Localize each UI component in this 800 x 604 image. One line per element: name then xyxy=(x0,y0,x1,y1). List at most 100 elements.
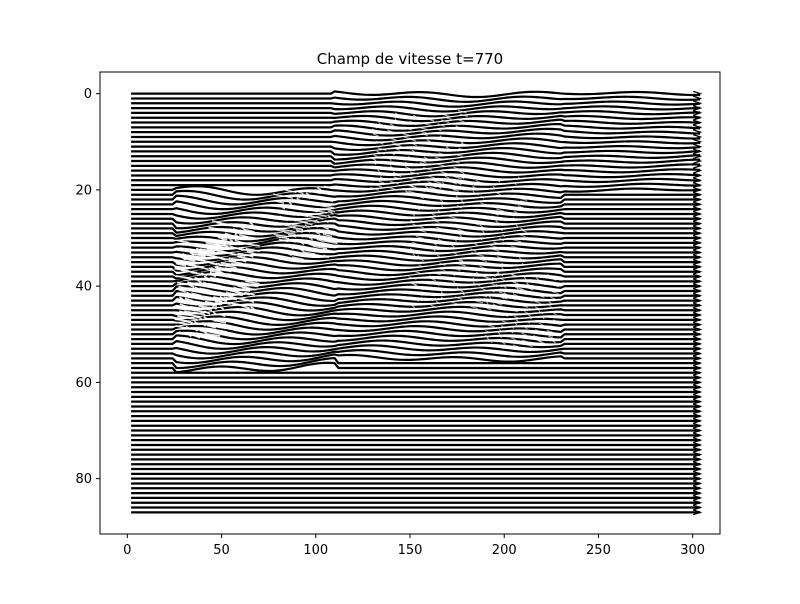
flow-highlight xyxy=(521,229,528,233)
flow-highlight xyxy=(203,316,208,320)
flow-highlight xyxy=(247,299,255,304)
flow-highlight xyxy=(490,289,495,293)
flow-highlight xyxy=(540,311,544,315)
quiver-row xyxy=(131,118,703,128)
flow-highlight xyxy=(457,263,466,267)
flow-highlight xyxy=(499,204,508,209)
flow-highlight xyxy=(206,324,217,329)
flow-highlight xyxy=(458,147,467,152)
arrow-head xyxy=(693,244,703,251)
flow-highlight xyxy=(208,238,224,243)
arrow-head xyxy=(693,321,703,328)
quiver-row xyxy=(131,166,703,174)
flow-highlight xyxy=(427,111,432,115)
flow-highlight xyxy=(290,204,295,209)
flow-highlight xyxy=(178,259,186,264)
flow-highlight xyxy=(290,239,296,243)
flow-highlight xyxy=(206,233,223,238)
quiver-row-line xyxy=(131,300,701,312)
flow-highlight xyxy=(397,114,400,118)
x-tick-label: 200 xyxy=(492,543,517,558)
flow-highlight xyxy=(173,321,189,326)
quiver-row-line xyxy=(131,175,701,184)
quiver-row-line xyxy=(131,118,701,128)
flow-highlight xyxy=(541,316,545,320)
flow-highlight xyxy=(472,185,476,189)
flow-highlight xyxy=(210,272,226,277)
flow-highlight xyxy=(475,179,482,184)
flow-highlight xyxy=(179,247,188,252)
flow-highlight xyxy=(451,187,456,192)
flow-highlight xyxy=(230,252,246,257)
flow-highlight xyxy=(227,286,233,291)
flow-highlight xyxy=(420,292,424,296)
flow-highlight xyxy=(524,343,533,348)
flow-highlight xyxy=(479,265,486,269)
flow-highlight xyxy=(242,283,259,288)
x-tick-label: 100 xyxy=(303,543,328,558)
flow-highlight xyxy=(420,258,424,262)
y-tick-label: 60 xyxy=(75,376,92,391)
flow-highlight xyxy=(491,215,497,219)
flow-highlight xyxy=(523,276,527,280)
flow-highlight xyxy=(456,205,462,209)
flow-highlight xyxy=(292,256,304,261)
flow-highlight xyxy=(228,260,243,265)
flow-highlight xyxy=(218,313,226,318)
quiver-row xyxy=(131,398,703,405)
flow-highlight xyxy=(415,235,424,240)
flow-highlight xyxy=(234,233,239,238)
flow-highlight xyxy=(404,190,410,194)
flow-highlight xyxy=(489,282,496,286)
arrow-head xyxy=(693,297,703,304)
flow-highlight xyxy=(511,326,515,330)
flow-highlight xyxy=(429,146,433,151)
quiver-row xyxy=(131,490,703,497)
flow-highlight xyxy=(227,234,233,239)
flow-highlight xyxy=(428,184,438,188)
flow-highlight xyxy=(198,304,213,310)
flow-highlight xyxy=(503,291,507,295)
flow-highlight xyxy=(193,320,199,325)
flow-highlight xyxy=(315,213,327,218)
flow-highlight xyxy=(277,204,285,208)
flow-highlight xyxy=(423,167,433,171)
y-axis: 0 20 40 60 80 xyxy=(75,87,100,487)
flow-highlight xyxy=(485,330,491,334)
flow-highlight xyxy=(408,190,417,195)
quiver-row xyxy=(131,408,703,415)
flow-highlight xyxy=(376,151,385,155)
flow-highlight xyxy=(534,338,543,343)
flow-highlight xyxy=(372,128,376,132)
flow-highlight xyxy=(194,315,203,320)
flow-highlight xyxy=(501,341,506,345)
arrow-head xyxy=(693,182,703,189)
flow-highlight xyxy=(245,280,260,285)
flow-highlight xyxy=(521,262,525,266)
flow-highlight xyxy=(394,143,403,148)
flow-highlight xyxy=(550,306,554,310)
flow-highlight xyxy=(534,329,542,333)
flow-highlight xyxy=(203,310,211,315)
flow-highlight xyxy=(178,285,190,290)
flow-highlight xyxy=(522,258,526,263)
flow-highlight xyxy=(408,155,411,159)
flow-highlight xyxy=(456,137,459,141)
flow-highlight xyxy=(461,201,465,205)
flow-highlight xyxy=(448,215,458,220)
flow-highlight xyxy=(305,192,310,196)
quiver-row-line xyxy=(131,305,701,317)
arrow-head xyxy=(693,499,703,506)
flow-highlight xyxy=(316,186,322,191)
flow-highlight xyxy=(433,242,438,246)
flow-highlight xyxy=(187,287,193,291)
arrow-head xyxy=(693,220,703,227)
flow-highlight xyxy=(222,257,237,262)
flow-highlight xyxy=(243,228,255,233)
quiver-row xyxy=(131,213,703,225)
quiver-row xyxy=(131,105,703,113)
quiver-row xyxy=(131,417,703,424)
quiver-row xyxy=(131,422,703,429)
flow-highlight xyxy=(187,281,198,286)
flow-highlight xyxy=(183,320,194,325)
